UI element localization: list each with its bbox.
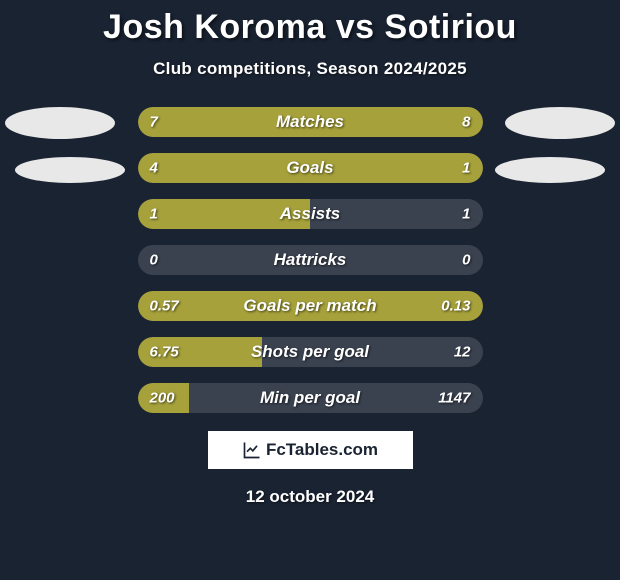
bar-fill-left <box>138 107 299 137</box>
player-right-avatar-shadow <box>495 157 605 183</box>
footer-date: 12 october 2024 <box>0 487 620 507</box>
stat-row: 0.57 Goals per match 0.13 <box>138 291 483 321</box>
stat-value-right: 8 <box>462 114 470 131</box>
footer-logo-text: FcTables.com <box>266 440 378 460</box>
stat-value-right: 0 <box>462 252 470 269</box>
stat-value-left: 1 <box>150 206 158 223</box>
bar-fill-left <box>138 153 414 183</box>
stat-value-right: 1 <box>462 160 470 177</box>
stat-label: Hattricks <box>274 250 347 270</box>
stat-row: 0 Hattricks 0 <box>138 245 483 275</box>
stat-label: Matches <box>276 112 344 132</box>
stat-label: Min per goal <box>260 388 360 408</box>
stat-row: 6.75 Shots per goal 12 <box>138 337 483 367</box>
stat-label: Goals <box>286 158 333 178</box>
player-left-avatar-shadow <box>15 157 125 183</box>
stat-row: 200 Min per goal 1147 <box>138 383 483 413</box>
stat-value-right: 0.13 <box>441 298 470 315</box>
page-title: Josh Koroma vs Sotiriou <box>0 0 620 47</box>
stat-label: Assists <box>280 204 340 224</box>
stat-value-right: 12 <box>454 344 471 361</box>
comparison-chart: 7 Matches 8 4 Goals 1 1 Assists 1 0 Hattricks 0 0.57… <box>0 107 620 413</box>
stat-bars-container: 7 Matches 8 4 Goals 1 1 Assists 1 0 Hattricks 0 0.57… <box>138 107 483 413</box>
stat-row: 1 Assists 1 <box>138 199 483 229</box>
stat-value-right: 1 <box>462 206 470 223</box>
stat-row: 4 Goals 1 <box>138 153 483 183</box>
stat-value-left: 4 <box>150 160 158 177</box>
page-subtitle: Club competitions, Season 2024/2025 <box>0 59 620 79</box>
stat-value-left: 0 <box>150 252 158 269</box>
stat-label: Shots per goal <box>251 342 369 362</box>
footer-logo[interactable]: FcTables.com <box>208 431 413 469</box>
stat-value-left: 7 <box>150 114 158 131</box>
bar-fill-right <box>414 153 483 183</box>
stat-value-left: 6.75 <box>150 344 179 361</box>
stat-row: 7 Matches 8 <box>138 107 483 137</box>
player-right-avatar <box>505 107 615 139</box>
player-left-avatar <box>5 107 115 139</box>
stat-label: Goals per match <box>243 296 376 316</box>
chart-icon <box>242 440 262 460</box>
stat-value-left: 0.57 <box>150 298 179 315</box>
stat-value-left: 200 <box>150 390 175 407</box>
stat-value-right: 1147 <box>438 390 470 407</box>
